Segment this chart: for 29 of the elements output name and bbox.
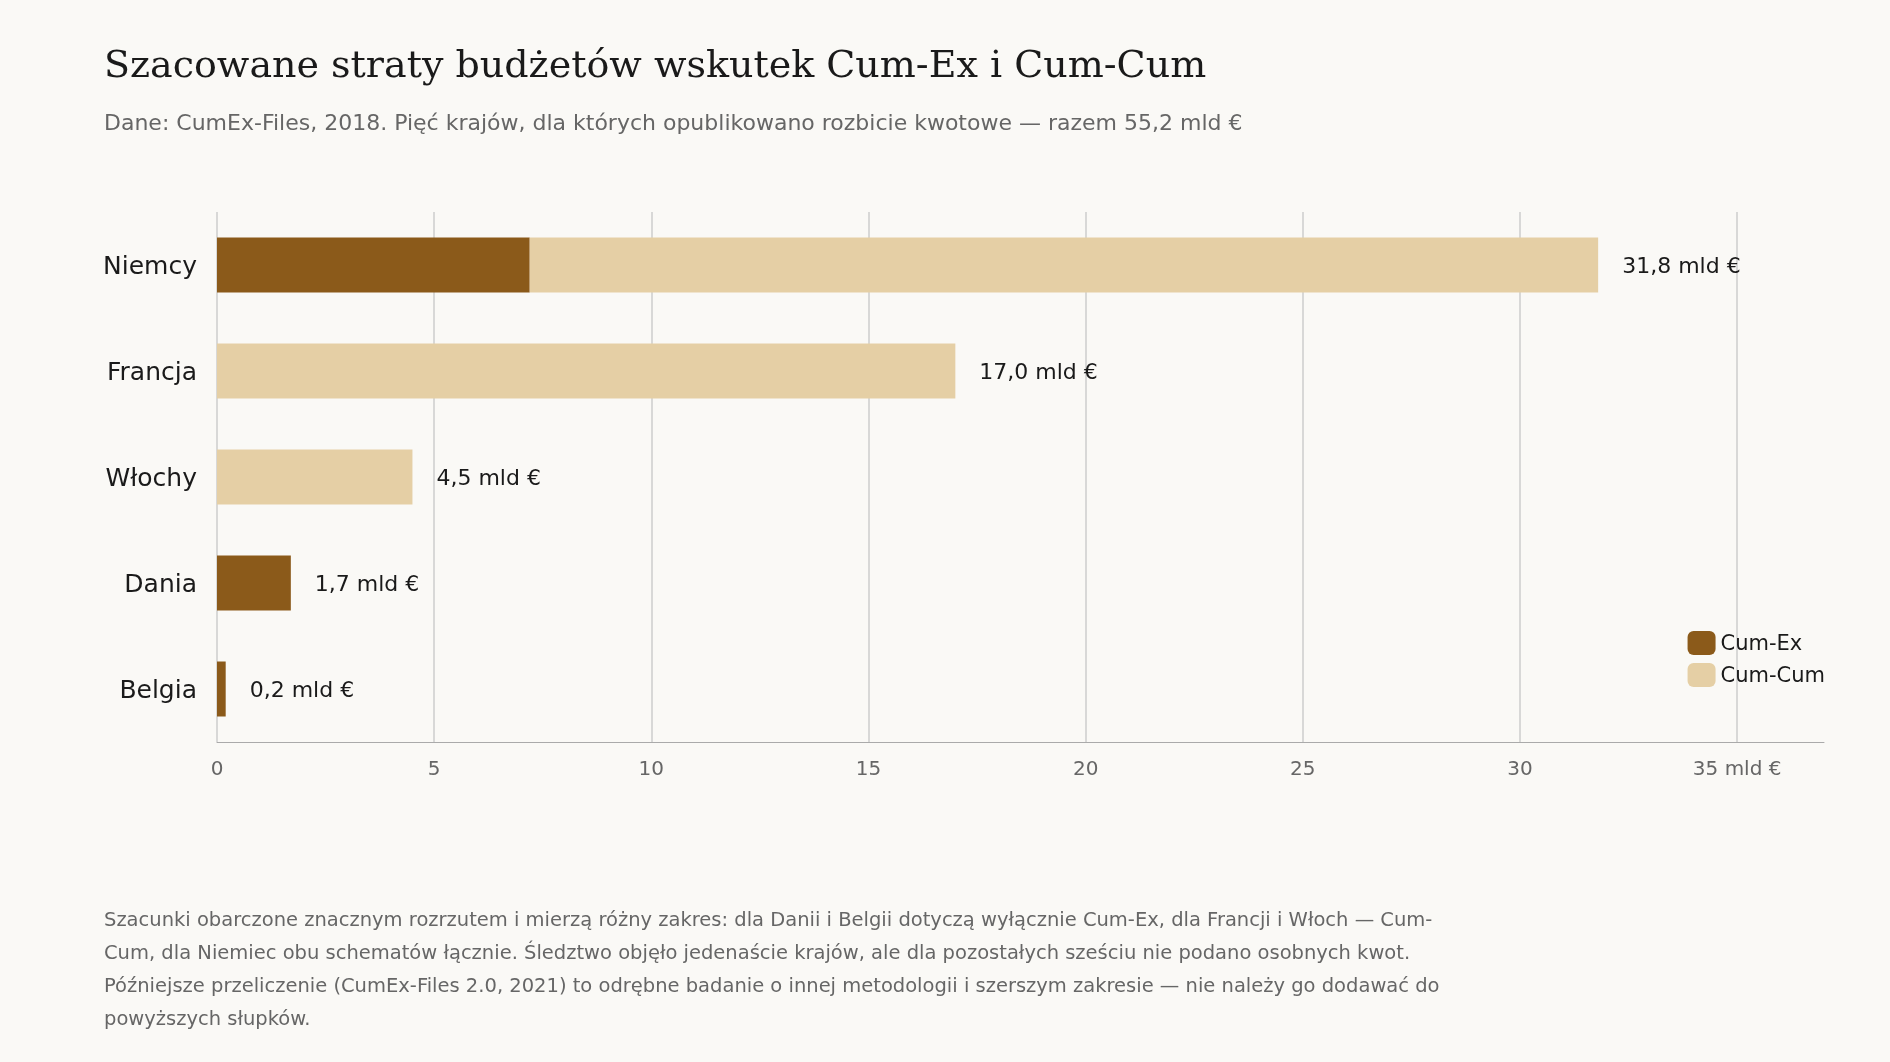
x-tick-label: 30: [1507, 756, 1533, 780]
chart-title: Szacowane straty budżetów wskutek Cum-Ex i Cum-Cum: [104, 42, 1207, 86]
x-tick-label: 10: [638, 756, 665, 780]
x-tick-label: 20: [1072, 756, 1099, 780]
total-label: 17,0 mld €: [979, 358, 1098, 384]
legend-label: Cum-Ex: [1720, 631, 1803, 655]
bar: [217, 449, 413, 505]
bar: [217, 343, 956, 399]
y-tick-label: Dania: [124, 568, 197, 598]
bar: [217, 555, 291, 611]
y-tick-label: Włochy: [105, 462, 198, 492]
total-label: 1,7 mld €: [314, 570, 420, 596]
total-label: 31,8 mld €: [1622, 252, 1741, 278]
text: Szacunki obarczone znacznym rozrzutem i mierzą różny zakres: dla Danii i Belgii dotyczą wyłącznie Cum-Ex, dla Francji i Włoch — Cum-Cum, dla Niemiec obu schematów łącznie. Śledztwo objęło jedenaście krajów, ale dla pozostałych sześciu nie podano osobnych kwot. Późniejsze przeliczenie (CumEx-Files 2.0, 2021) to odrębne badanie o innej metodologii i szerszym zakresie — nie należy go dodawać do powyższych słupków.: [104, 907, 1441, 1032]
total-label: 0,2 mld €: [249, 676, 355, 702]
x-tick-label: 15: [855, 756, 882, 780]
y-tick-label: Francja: [106, 356, 197, 386]
bar: [529, 237, 1599, 293]
y-tick-label: Belgia: [119, 674, 197, 704]
total-label: 4,5 mld €: [436, 464, 541, 490]
y-tick-label: Niemcy: [103, 250, 198, 280]
x-tick-label: 0: [210, 756, 224, 780]
bar: [217, 237, 530, 293]
x-tick-label: 5: [427, 756, 441, 780]
legend-label: Cum-Cum: [1720, 663, 1825, 687]
bar: [217, 661, 226, 717]
chart-subtitle: Dane: CumEx-Files, 2018. Pięć krajów, dla których opublikowano rozbicie kwotowe — razem 55,2 mld €: [104, 110, 1243, 135]
x-tick-label: 25: [1290, 756, 1316, 780]
x-tick-label: 35 mld €: [1692, 756, 1782, 780]
